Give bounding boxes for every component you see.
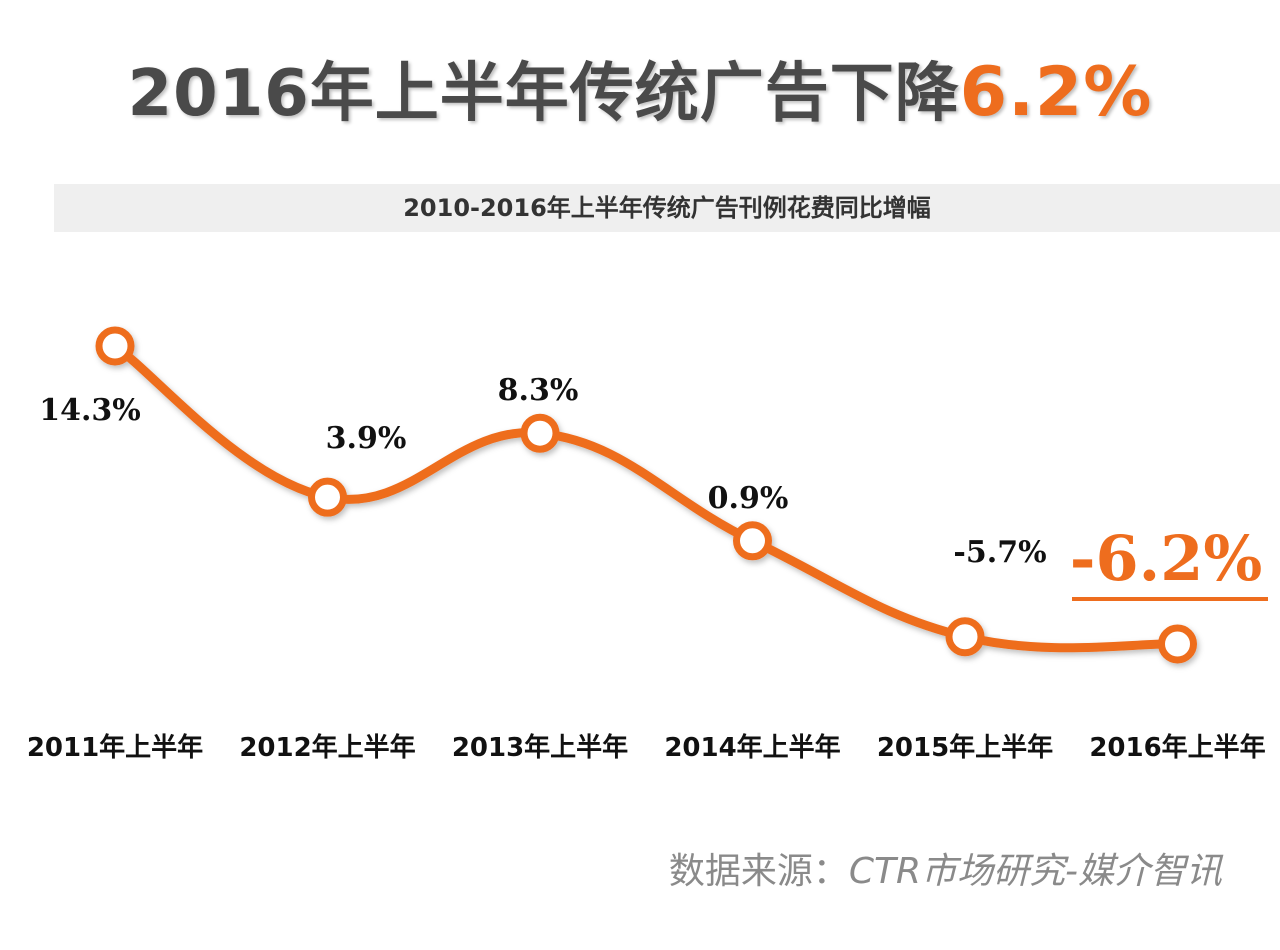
data-label-2: 3.9% (326, 421, 407, 456)
data-label-emphasized: -6.2% (1070, 522, 1263, 595)
page-title-text: 2016年上半年传统广告下降 (127, 57, 960, 131)
x-tick-label-4: 2014年上半年 (664, 732, 840, 763)
data-point-5 (945, 617, 985, 657)
page-title: 2016年上半年传统广告下降6.2% (0, 42, 1280, 134)
data-label-4: 0.9% (708, 481, 789, 516)
x-tick-label-6: 2016年上半年 (1089, 732, 1265, 763)
data-point-6 (1158, 624, 1197, 664)
source-label: 数据来源： (668, 851, 849, 892)
data-label-5: -5.7% (953, 535, 1046, 570)
chart-subtitle: 2010-2016年上半年传统广告刊例花费同比增幅 (403, 194, 931, 222)
data-point-3 (520, 413, 560, 453)
x-tick-label-2: 2012年上半年 (239, 732, 415, 763)
data-source-note: 数据来源：CTR市场研究-媒介智讯 (669, 842, 1222, 894)
x-tick-label-5: 2015年上半年 (877, 732, 1053, 763)
data-label-3: 8.3% (498, 373, 579, 408)
data-point-1 (95, 326, 135, 366)
chart-subtitle-bar: 2010-2016年上半年传统广告刊例花费同比增幅 (54, 184, 1280, 232)
series-line (110, 341, 1182, 653)
x-tick-label-3: 2013年上半年 (452, 732, 628, 763)
data-label-1: 14.3% (39, 393, 141, 428)
source-text: CTR市场研究-媒介智讯 (848, 851, 1222, 892)
page-title-highlight: 6.2% (959, 53, 1153, 132)
data-point-2 (308, 477, 347, 517)
x-tick-label-1: 2011年上半年 (27, 732, 203, 763)
data-point-4 (733, 521, 772, 561)
